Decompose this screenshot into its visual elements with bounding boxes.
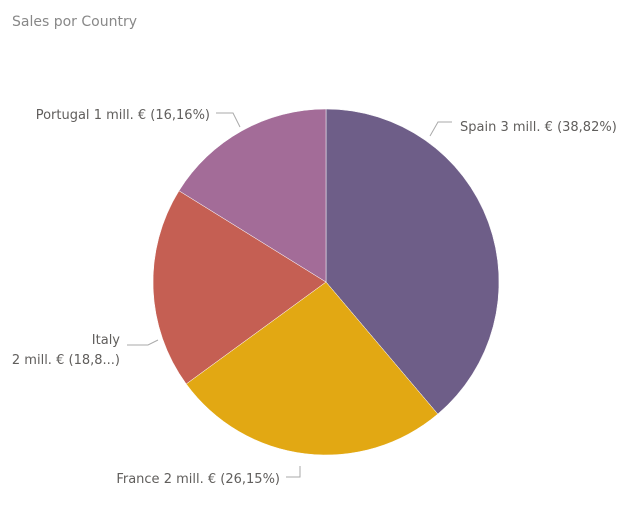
data-label: Italy [92,333,121,348]
leader-line [127,339,159,346]
data-label: 2 mill. € (18,8...) [12,353,120,368]
category-label: Italy [92,333,121,348]
category-label: Portugal [36,108,90,123]
percent-label: (38,82%) [557,120,617,135]
amount-label: 3 mill. € [500,120,552,135]
amount-label: 2 mill. € [164,472,216,487]
leader-line [216,112,241,128]
percent-label: (26,15%) [220,472,280,487]
percent-label: (16,16%) [150,108,210,123]
category-label: Spain [460,120,496,135]
data-label: Portugal 1 mill. € (16,16%) [36,108,210,123]
leader-line [286,466,301,478]
data-label: France 2 mill. € (26,15%) [116,472,280,487]
amount-label: 1 mill. € [94,108,146,123]
pie-slice [185,281,439,456]
category-label: France [116,472,159,487]
pie-slice [325,108,500,415]
chart-title: Sales por Country [12,14,137,30]
data-label: Spain 3 mill. € (38,82%) [460,120,617,135]
leader-line [429,121,452,137]
pie-slice [178,108,327,283]
percent-label: (18,8...) [69,353,121,368]
amount-label: 2 mill. € [12,353,64,368]
pie-slice [152,190,327,385]
